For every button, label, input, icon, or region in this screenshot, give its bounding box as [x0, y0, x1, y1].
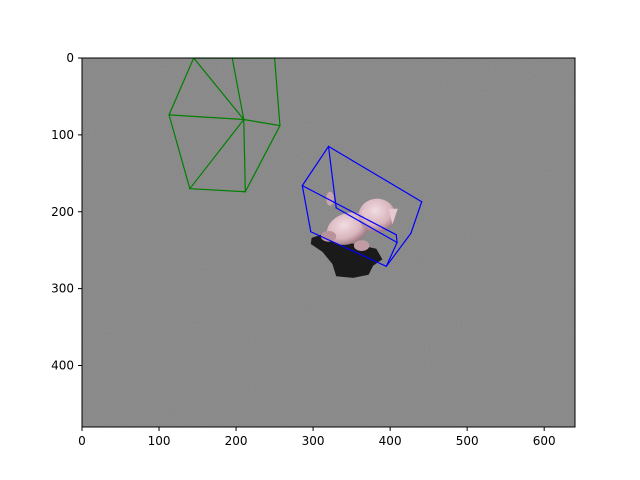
box-edge	[385, 241, 398, 267]
x-tick-label: 500	[456, 434, 479, 448]
object-head	[358, 198, 396, 233]
object-ear	[361, 207, 369, 221]
x-tick-label: 200	[225, 434, 248, 448]
y-tick-label: 300	[51, 282, 74, 296]
box-edge	[231, 58, 245, 121]
box-edge	[273, 58, 281, 127]
object-ear	[388, 208, 398, 225]
box-edge	[168, 114, 245, 121]
box-edge	[395, 234, 398, 244]
y-tick-label: 100	[51, 128, 74, 142]
box-edge	[168, 114, 191, 190]
box-edge	[189, 188, 246, 193]
box-edge	[335, 207, 398, 244]
object-leg	[320, 230, 337, 242]
box-edge	[410, 201, 423, 234]
axes-frame	[81, 57, 576, 428]
y-axis: 0 100 200 300 400	[51, 51, 82, 373]
y-tick-label: 400	[51, 359, 74, 373]
box-edge	[327, 145, 423, 203]
boxes-layer	[168, 58, 423, 267]
bounding-box	[301, 145, 423, 267]
box-edge	[193, 58, 245, 121]
box-edge	[244, 125, 281, 193]
box-edge	[301, 145, 330, 187]
y-tick-label: 200	[51, 205, 74, 219]
box-edge	[168, 58, 195, 116]
box-edge	[301, 185, 397, 236]
object-layer	[310, 191, 398, 278]
object-leg	[353, 240, 370, 251]
x-tick-label: 0	[78, 434, 86, 448]
bounding-box	[168, 58, 281, 193]
x-tick-label: 400	[379, 434, 402, 448]
box-edge	[243, 118, 246, 193]
x-tick-label: 300	[302, 434, 325, 448]
box-edge	[301, 185, 312, 233]
box-edge	[310, 231, 387, 267]
box-edge	[327, 145, 337, 209]
y-tick-label: 0	[66, 51, 74, 65]
box-edge	[243, 118, 281, 127]
x-axis: 0 100 200 300 400 500 600	[78, 427, 556, 448]
x-tick-label: 600	[533, 434, 556, 448]
box-edge	[189, 118, 245, 190]
object-tail	[326, 191, 334, 206]
box-edge	[385, 232, 412, 267]
x-tick-label: 100	[148, 434, 171, 448]
object-shadow	[310, 231, 383, 278]
plot-area	[81, 57, 576, 428]
